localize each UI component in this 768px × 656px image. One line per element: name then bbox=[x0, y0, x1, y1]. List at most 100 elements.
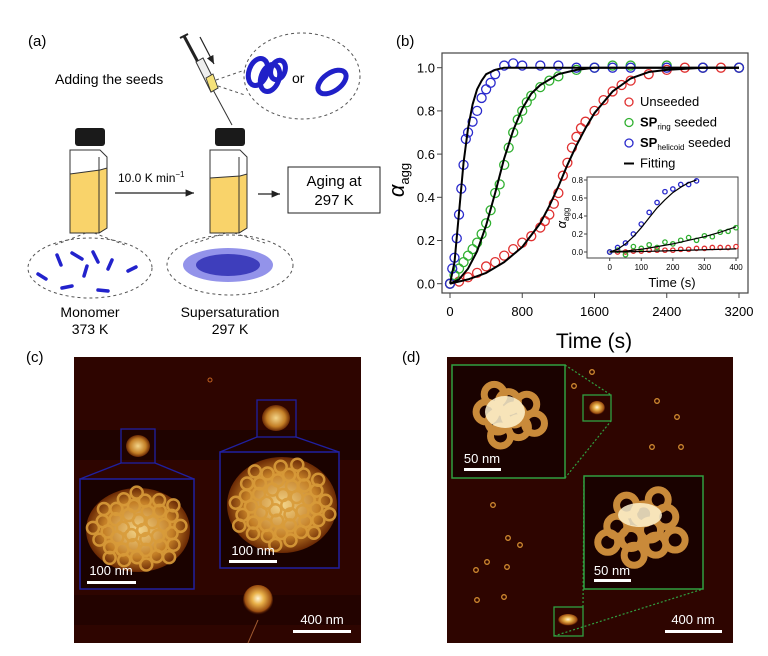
panel-a: (a) Adding the seeds or bbox=[27, 32, 381, 337]
nanoring bbox=[306, 525, 322, 541]
nanoring bbox=[116, 552, 132, 568]
panel-b: (b) 0 800 1600 2400 3200 0.0 0.2 0.4 0.6 0.8 1.0 T… bbox=[384, 33, 753, 353]
scale-label-d1: 50 nm bbox=[464, 451, 500, 466]
free-nanoring bbox=[649, 444, 655, 450]
nanoring bbox=[102, 540, 118, 555]
scale-label-c1: 100 nm bbox=[89, 563, 132, 578]
nanoring bbox=[166, 498, 181, 513]
zoom-box-c2 bbox=[219, 399, 340, 453]
inset-fit-line bbox=[609, 179, 697, 253]
main-data-point bbox=[598, 94, 609, 106]
main-fit-line bbox=[449, 66, 739, 285]
x-axis-label: Time (s) bbox=[556, 330, 632, 353]
monomer-temp: 373 K bbox=[72, 321, 109, 337]
main-data-point bbox=[517, 105, 528, 117]
legend-entry: Fitting bbox=[640, 156, 675, 171]
free-nanoring bbox=[473, 567, 479, 573]
inset-y-tick-label: 0.4 bbox=[572, 212, 584, 221]
monomer-label: Monomer bbox=[60, 304, 119, 320]
free-nanoring bbox=[571, 383, 577, 389]
inset-data-point bbox=[717, 229, 724, 236]
main-data-point bbox=[499, 250, 510, 261]
nanoring bbox=[161, 549, 177, 565]
nanoring bbox=[231, 518, 247, 533]
inset-x-tick-label: 0 bbox=[607, 263, 612, 272]
nanoring bbox=[268, 537, 283, 553]
nanoring bbox=[296, 467, 311, 482]
zoom-box-c1 bbox=[79, 428, 195, 480]
panel-a-label: (a) bbox=[28, 33, 46, 50]
nanoring bbox=[311, 512, 326, 528]
nanoring bbox=[245, 526, 261, 541]
inset-y-tick-label: 0.8 bbox=[572, 176, 584, 185]
inset-x-axis-label: Time (s) bbox=[648, 275, 695, 290]
nanoring bbox=[301, 492, 316, 507]
main-data-point bbox=[494, 179, 505, 190]
nanoring bbox=[139, 557, 154, 572]
main-x-tick-label: 800 bbox=[511, 304, 533, 319]
nanoring bbox=[173, 518, 188, 534]
nanoring bbox=[318, 493, 333, 508]
panel-b-label: (b) bbox=[396, 33, 414, 50]
nanoring bbox=[260, 528, 276, 544]
vial-supersaturation-icon bbox=[209, 128, 248, 234]
aging-line2: 297 K bbox=[314, 192, 353, 209]
scale-label-c2: 100 nm bbox=[231, 543, 274, 558]
inset-fit-line bbox=[609, 226, 737, 253]
inset-data-point bbox=[662, 247, 668, 254]
nanoring bbox=[270, 473, 286, 488]
inset-data-point bbox=[654, 199, 660, 206]
inset-data-point bbox=[622, 251, 629, 258]
nanoring bbox=[92, 532, 107, 547]
legend-marker bbox=[624, 97, 634, 107]
nanoring bbox=[166, 537, 181, 553]
panel-d-label: (d) bbox=[402, 349, 420, 366]
or-text: or bbox=[292, 70, 305, 86]
nanoring bbox=[126, 498, 142, 514]
legend-entry: Unseeded bbox=[640, 94, 699, 109]
scale-bar-c-main bbox=[293, 630, 351, 633]
y-axis-label: αagg bbox=[384, 163, 412, 197]
supersaturation-label: Supersaturation bbox=[181, 304, 280, 320]
nanoring bbox=[620, 541, 648, 569]
nanoring bbox=[137, 493, 153, 508]
free-nanoring bbox=[484, 559, 490, 565]
vial-monomer-icon bbox=[69, 128, 108, 234]
main-data-point bbox=[607, 86, 618, 97]
inset-y-tick-label: 0.6 bbox=[572, 194, 584, 203]
inset-data-point bbox=[685, 246, 692, 253]
main-y-tick-label: 0.6 bbox=[417, 147, 435, 162]
main-x-tick-label: 2400 bbox=[652, 304, 681, 319]
nanoring bbox=[322, 507, 337, 522]
main-fit-line bbox=[449, 66, 739, 284]
legend: Unseeded SPring seeded SPhelicoid seeded Fi… bbox=[624, 94, 731, 171]
inset-data-point bbox=[654, 247, 660, 254]
nanoring bbox=[520, 409, 548, 437]
nanoring bbox=[151, 493, 167, 508]
main-data-point bbox=[476, 92, 487, 104]
main-data-point bbox=[616, 79, 627, 91]
helicoid-seed-icon bbox=[245, 55, 288, 95]
inset-x-tick-label: 300 bbox=[698, 263, 712, 272]
nanoring bbox=[247, 464, 263, 479]
monomer-bubble bbox=[27, 232, 153, 299]
inset-data-point bbox=[669, 186, 676, 192]
inset-data-point bbox=[725, 244, 731, 251]
free-nanoring bbox=[654, 398, 660, 404]
free-nanoring bbox=[589, 369, 595, 375]
main-data-point bbox=[535, 81, 546, 93]
main-data-point bbox=[535, 60, 546, 71]
scale-bar-d-main bbox=[665, 630, 722, 633]
main-data-point bbox=[557, 170, 569, 181]
scale-bar-c2 bbox=[229, 560, 277, 563]
inset-series bbox=[606, 178, 739, 258]
inset-y-axis-label: αagg bbox=[554, 208, 571, 229]
scale-bar-d2 bbox=[594, 579, 631, 582]
nanoring bbox=[661, 526, 689, 554]
scale-label-c-main: 400 nm bbox=[300, 612, 343, 627]
main-data-point bbox=[490, 187, 501, 199]
nanoring bbox=[594, 528, 622, 556]
scale-label-d2: 50 nm bbox=[594, 563, 630, 578]
nanoring bbox=[273, 459, 288, 474]
inset-data-point bbox=[622, 240, 629, 246]
